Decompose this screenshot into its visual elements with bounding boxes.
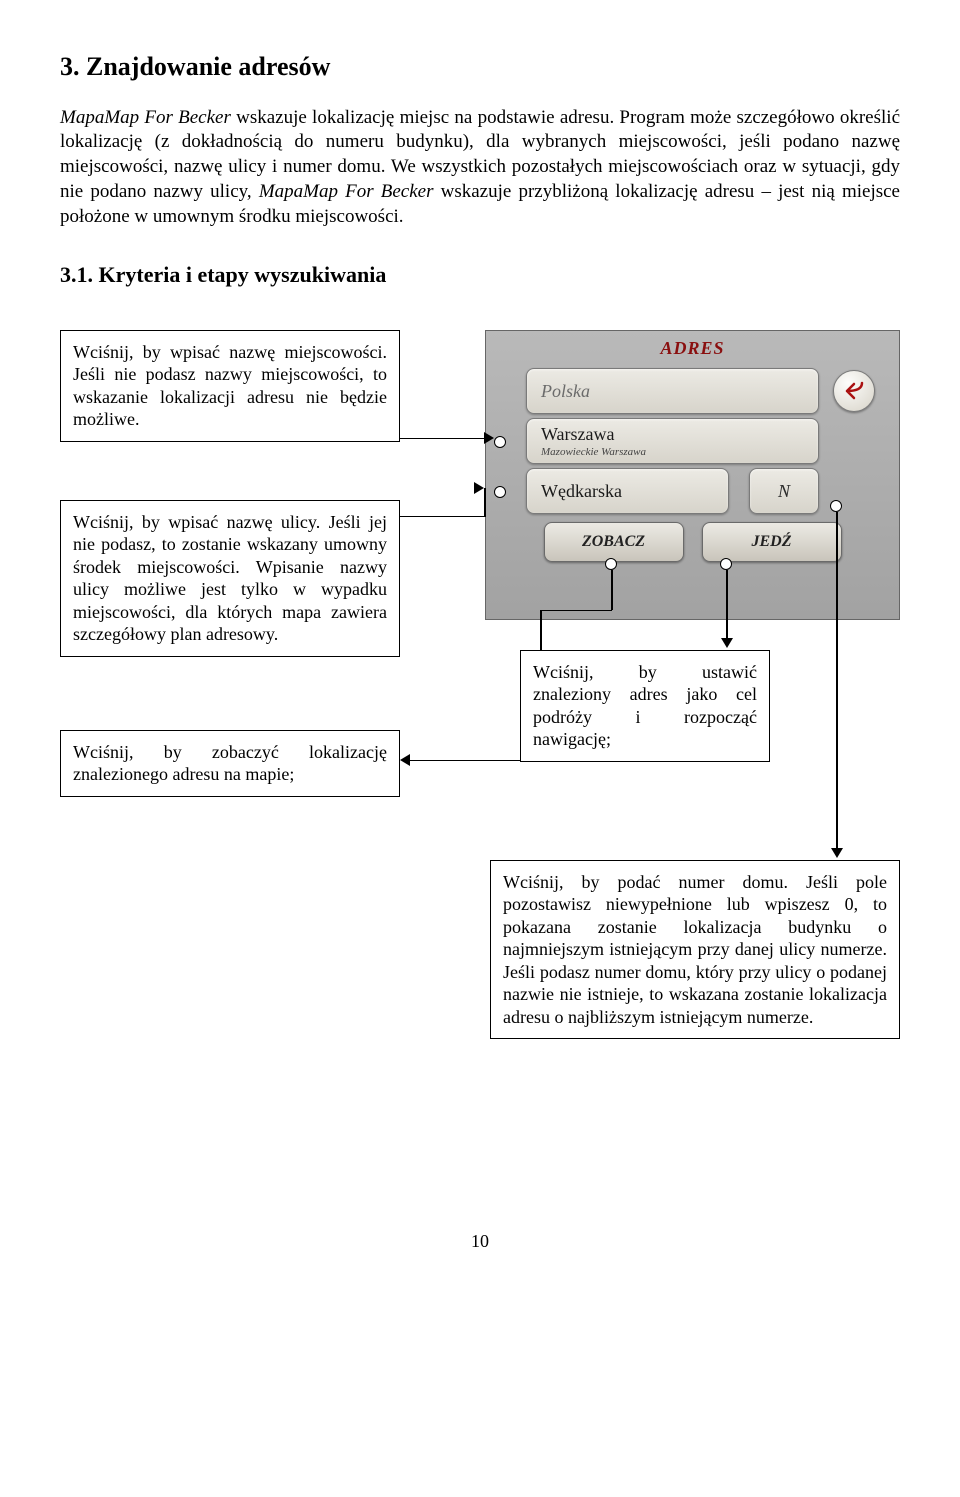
- intro-italic-2: MapaMap For Becker: [259, 181, 434, 202]
- country-row: Polska: [496, 368, 889, 414]
- section-subtitle: 3.1. Kryteria i etapy wyszukiwania: [60, 261, 900, 290]
- city-row: Warszawa Mazowieckie Warszawa: [496, 418, 889, 464]
- connector-line: [484, 488, 486, 517]
- connector-line: [400, 516, 486, 518]
- connector-line: [540, 610, 612, 612]
- jedz-button[interactable]: JEDŹ: [702, 522, 842, 562]
- connector-arrow: [831, 848, 843, 858]
- action-row: ZOBACZ JEDŹ: [496, 522, 889, 566]
- callout-city: Wciśnij, by wpisać nazwę miejscowości. J…: [60, 330, 400, 442]
- country-field[interactable]: Polska: [526, 368, 819, 414]
- address-screenshot: ADRES Polska Warszawa Mazowieckie Warsza…: [485, 330, 900, 620]
- connector-dot-jedz: [720, 558, 732, 570]
- connector-line: [836, 512, 838, 850]
- city-label: Warszawa: [541, 423, 804, 446]
- connector-arrow: [721, 638, 733, 648]
- diagram-area: ADRES Polska Warszawa Mazowieckie Warsza…: [60, 330, 900, 1200]
- connector-dot-city: [494, 436, 506, 448]
- page-number: 10: [60, 1230, 900, 1253]
- city-field[interactable]: Warszawa Mazowieckie Warszawa: [526, 418, 819, 464]
- house-number-label: N: [778, 480, 790, 503]
- connector-arrow: [484, 432, 494, 444]
- back-button[interactable]: [833, 370, 875, 412]
- page-title: 3. Znajdowanie adresów: [60, 50, 900, 84]
- connector-dot-zobacz: [605, 558, 617, 570]
- connector-arrow: [400, 754, 410, 766]
- intro-italic-1: MapaMap For Becker: [60, 107, 231, 128]
- connector-line: [400, 438, 486, 440]
- city-sublabel: Mazowieckie Warszawa: [541, 445, 804, 459]
- country-label: Polska: [541, 380, 804, 403]
- connector-arrow: [474, 482, 484, 494]
- connector-line: [726, 570, 728, 640]
- connector-dot-number: [830, 500, 842, 512]
- screenshot-header: ADRES: [486, 331, 899, 364]
- connector-line: [611, 570, 613, 610]
- undo-icon: [842, 379, 866, 403]
- house-number-field[interactable]: N: [749, 468, 819, 514]
- callout-jedz: Wciśnij, by ustawić znaleziony adres jak…: [520, 650, 770, 762]
- street-field[interactable]: Wędkarska: [526, 468, 729, 514]
- zobacz-button[interactable]: ZOBACZ: [544, 522, 684, 562]
- connector-dot-street: [494, 486, 506, 498]
- callout-number: Wciśnij, by podać numer domu. Jeśli pole…: [490, 860, 900, 1040]
- callout-street: Wciśnij, by wpisać nazwę ulicy. Jeśli je…: [60, 500, 400, 657]
- street-label: Wędkarska: [541, 480, 714, 503]
- callout-zobacz: Wciśnij, by zobaczyć lokalizację znalezi…: [60, 730, 400, 797]
- intro-paragraph: MapaMap For Becker wskazuje lokalizację …: [60, 106, 900, 229]
